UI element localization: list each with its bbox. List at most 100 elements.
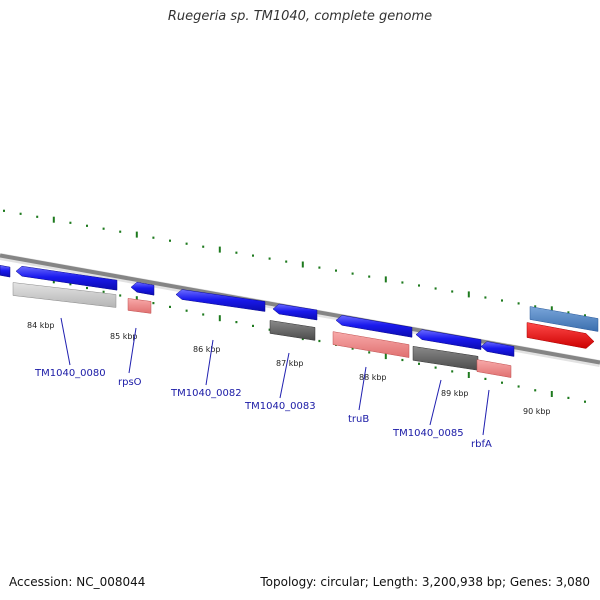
gene-label-rbfa[interactable]: rbfA	[471, 439, 492, 450]
gene-label-tm1040-0085[interactable]: TM1040_0085	[392, 428, 464, 439]
upper-track-minor-tick	[351, 272, 354, 275]
gene-arrow-trub[interactable]	[335, 315, 413, 338]
lower-track-minor-tick	[401, 358, 404, 362]
kbp-label-89: 89 kbp	[441, 389, 469, 398]
upper-track-minor-tick	[235, 251, 238, 254]
upper-track-minor-tick	[102, 227, 105, 230]
gene-arrow-rbfa[interactable]	[480, 341, 515, 357]
gene-label-trub[interactable]: truB	[348, 414, 369, 425]
lower-track-minor-tick	[102, 290, 105, 293]
cds-bar-tm1040-0080[interactable]	[12, 282, 117, 308]
upper-track-minor-tick	[202, 245, 205, 248]
upper-track-minor-tick	[36, 215, 39, 218]
lower-track-minor-tick	[567, 396, 570, 399]
kbp-label-90: 90 kbp	[523, 407, 551, 416]
kbp-label-87: 87 kbp	[276, 359, 304, 368]
upper-track-minor-tick	[335, 269, 337, 272]
highlight-feature-steel[interactable]	[529, 306, 599, 332]
lower-track-minor-tick	[534, 389, 537, 392]
upper-track-major-tick	[135, 231, 138, 238]
upper-track-minor-tick	[285, 260, 288, 263]
kbp-label-88: 88 kbp	[359, 373, 387, 382]
cds-bar-rpso[interactable]	[127, 298, 152, 314]
lower-track-minor-tick	[202, 313, 205, 316]
lower-track-minor-tick	[451, 370, 454, 373]
kbp-label-84: 84 kbp	[27, 321, 55, 330]
gene-arrow-tm1040-0085[interactable]	[415, 329, 482, 350]
lower-track-minor-tick	[318, 339, 321, 343]
upper-track-minor-tick	[368, 275, 371, 278]
gene-arrow-rpso[interactable]	[130, 281, 155, 296]
upper-track-minor-tick	[484, 296, 487, 299]
upper-track-minor-tick	[3, 209, 5, 212]
lower-track-minor-tick	[484, 377, 487, 380]
upper-tick-track	[3, 209, 586, 317]
lower-track-minor-tick	[517, 385, 520, 388]
gene-arrow-tm1040-0083[interactable]	[272, 303, 318, 321]
gene-label-tm1040-0080[interactable]: TM1040_0080	[34, 368, 106, 379]
upper-track-minor-tick	[501, 299, 503, 302]
highlight-feature-red[interactable]	[526, 322, 595, 349]
kbp-label-85: 85 kbp	[110, 332, 138, 341]
gene-arrow-tm1040-0080[interactable]	[15, 265, 118, 291]
lower-track-minor-tick	[434, 366, 437, 369]
gene-label-rpso[interactable]: rpsO	[118, 377, 142, 388]
upper-track-major-tick	[384, 276, 387, 283]
lower-track-minor-tick	[252, 324, 254, 327]
upper-track-minor-tick	[318, 266, 321, 269]
lower-track-minor-tick	[235, 321, 238, 324]
upper-track-minor-tick	[434, 287, 437, 290]
gene-arrow-tm1040-0082[interactable]	[175, 289, 266, 312]
kbp-label-86: 86 kbp	[193, 345, 221, 354]
upper-track-minor-tick	[252, 254, 254, 257]
lower-track-minor-tick	[169, 305, 171, 308]
lower-track-minor-tick	[152, 302, 155, 305]
lower-track-major-tick	[384, 353, 387, 360]
upper-track-minor-tick	[86, 224, 88, 227]
upper-track-major-tick	[550, 306, 553, 313]
upper-track-minor-tick	[451, 290, 454, 293]
lower-track-minor-tick	[501, 381, 503, 384]
upper-track-major-tick	[467, 291, 470, 298]
upper-track-minor-tick	[119, 230, 122, 233]
lower-track-minor-tick	[268, 328, 271, 331]
upper-track-minor-tick	[185, 242, 188, 245]
lower-track-minor-tick	[368, 351, 371, 354]
lower-track-major-tick	[135, 296, 138, 303]
lower-track-minor-tick	[418, 362, 420, 365]
gene-labels: TM1040_0080 rpsO TM1040_0082 TM1040_0083…	[34, 368, 492, 450]
upper-track-minor-tick	[534, 305, 537, 308]
upper-track-minor-tick	[268, 257, 271, 260]
upper-track-minor-tick	[517, 302, 520, 305]
cds-bar-rbfa[interactable]	[476, 359, 512, 378]
upper-track-major-tick	[218, 246, 221, 253]
lower-track-minor-tick	[119, 294, 122, 297]
upper-track-minor-tick	[418, 284, 420, 287]
lower-track-minor-tick	[86, 286, 88, 290]
upper-track-minor-tick	[169, 239, 171, 242]
cds-bar-tm1040-0085[interactable]	[412, 346, 479, 371]
upper-track-minor-tick	[401, 281, 404, 284]
upper-track-major-tick	[301, 261, 304, 268]
feature-track	[0, 265, 599, 378]
upper-track-minor-tick	[19, 212, 22, 215]
cds-bar-tm1040-0083[interactable]	[269, 320, 316, 341]
genome-summary-text: Topology: circular; Length: 3,200,938 bp…	[260, 575, 590, 589]
lower-track-minor-tick	[69, 283, 72, 286]
lower-track-minor-tick	[351, 347, 354, 350]
upper-track-minor-tick	[152, 236, 155, 239]
upper-track-minor-tick	[69, 221, 72, 224]
lower-track-major-tick	[218, 315, 221, 322]
gene-label-leaders	[60, 317, 490, 436]
gene-label-tm1040-0083[interactable]: TM1040_0083	[244, 401, 316, 412]
kbp-scale-labels: 84 kbp 85 kbp 86 kbp 87 kbp 88 kbp 89 kb…	[27, 321, 551, 416]
accession-text: Accession: NC_008044	[9, 575, 146, 589]
cds-bar-trub[interactable]	[332, 331, 410, 358]
lower-track-minor-tick	[185, 309, 188, 312]
lower-track-minor-tick	[584, 400, 586, 403]
gene-arrow-left-edge[interactable]	[0, 265, 11, 278]
upper-track-major-tick	[52, 216, 55, 223]
lower-track-major-tick	[467, 372, 470, 378]
gene-label-tm1040-0082[interactable]: TM1040_0082	[170, 388, 242, 399]
